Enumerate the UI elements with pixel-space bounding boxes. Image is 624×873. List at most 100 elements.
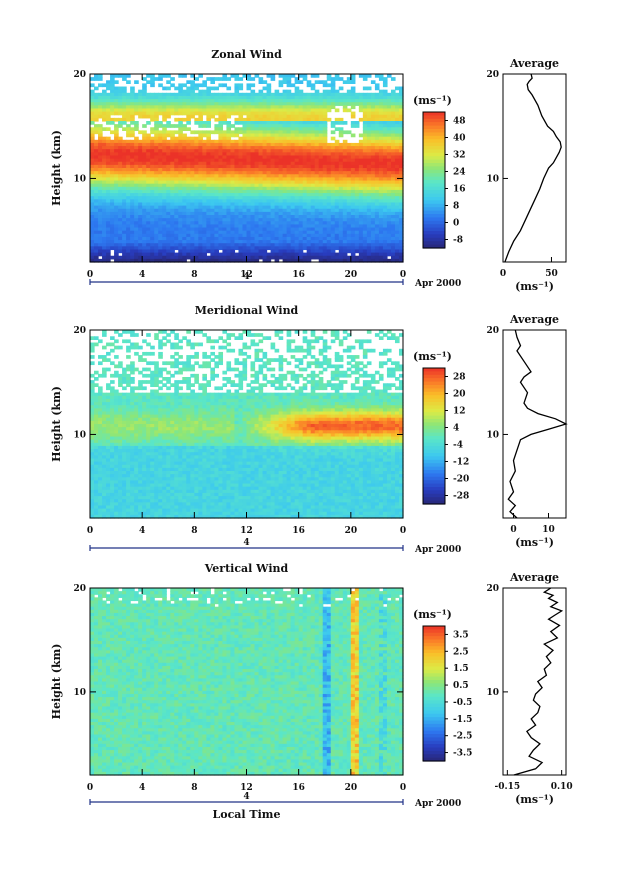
heatmap-cell	[126, 227, 131, 232]
heatmap-cell	[358, 117, 364, 122]
heatmap-cell	[170, 77, 175, 81]
heatmap-cell	[222, 224, 228, 229]
heatmap-cell	[390, 177, 396, 182]
heatmap-cell	[246, 196, 252, 200]
heatmap-cell	[114, 452, 119, 456]
heatmap-cell	[250, 243, 256, 247]
heatmap-cell	[146, 174, 151, 178]
heatmap-cell	[190, 249, 195, 254]
heatmap-cell	[330, 146, 336, 150]
heatmap-cell	[278, 252, 284, 257]
heatmap-cell	[114, 102, 119, 106]
heatmap-cell	[330, 92, 336, 97]
heatmap-cell	[286, 224, 292, 229]
heatmap-cell	[362, 117, 368, 122]
heatmap-cell	[110, 467, 115, 472]
heatmap-cell	[206, 158, 211, 163]
heatmap-cell	[342, 205, 348, 210]
heatmap-cell	[90, 95, 95, 100]
heatmap-cell	[122, 330, 127, 334]
heatmap-cell	[314, 189, 320, 194]
heatmap-cell	[266, 224, 272, 229]
heatmap-cell	[394, 199, 400, 204]
heatmap-cell	[206, 149, 211, 153]
heatmap-cell	[398, 174, 404, 178]
heatmap-cell	[134, 449, 139, 453]
heatmap-cell	[358, 146, 364, 150]
heatmap-cell	[130, 146, 135, 150]
heatmap-cell	[146, 258, 151, 263]
heatmap-cell	[266, 221, 272, 225]
heatmap-cell	[98, 152, 103, 157]
heatmap-cell	[142, 83, 147, 88]
heatmap-cell	[150, 117, 155, 122]
heatmap-cell	[206, 111, 211, 116]
heatmap-cell	[130, 240, 135, 244]
heatmap-cell	[162, 152, 167, 157]
heatmap-cell	[338, 224, 344, 229]
heatmap-cell	[106, 255, 111, 260]
heatmap-cell	[126, 430, 131, 434]
heatmap-cell	[182, 233, 187, 238]
heatmap-cell	[98, 227, 103, 232]
heatmap-cell	[362, 233, 368, 238]
heatmap-cell	[318, 155, 324, 160]
heatmap-cell	[254, 230, 260, 235]
heatmap-cell	[394, 111, 400, 116]
heatmap-cell	[114, 467, 119, 472]
heatmap-cell	[370, 240, 376, 244]
heatmap-cell	[226, 142, 232, 147]
heatmap-cell	[394, 95, 400, 100]
heatmap-cell	[266, 180, 272, 185]
heatmap-cell	[194, 83, 199, 88]
heatmap-cell	[282, 102, 288, 106]
heatmap-cell	[150, 224, 155, 229]
heatmap-cell	[214, 86, 220, 91]
heatmap-cell	[194, 224, 199, 229]
heatmap-cell	[202, 255, 207, 260]
heatmap-cell	[90, 514, 95, 519]
heatmap-cell	[134, 80, 139, 84]
heatmap-cell	[98, 439, 103, 444]
heatmap-cell	[234, 77, 240, 81]
heatmap-cell	[222, 149, 228, 153]
heatmap-cell	[358, 161, 364, 166]
heatmap-cell	[106, 467, 111, 472]
heatmap-cell	[290, 211, 296, 216]
heatmap-cell	[118, 489, 123, 494]
heatmap-cell	[166, 158, 171, 163]
heatmap-cell	[294, 152, 300, 157]
heatmap-cell	[122, 255, 127, 260]
heatmap-cell	[158, 130, 163, 135]
heatmap-cell	[354, 224, 360, 229]
heatmap-cell	[110, 420, 115, 425]
heatmap-cell	[282, 80, 288, 84]
heatmap-cell	[170, 130, 175, 135]
heatmap-cell	[286, 127, 292, 131]
heatmap-cell	[378, 243, 384, 247]
heatmap-cell	[286, 102, 292, 106]
heatmap-cell	[210, 193, 215, 197]
heatmap-cell	[242, 227, 248, 232]
heatmap-cell	[266, 108, 272, 113]
heatmap-cell	[150, 189, 155, 194]
heatmap-cell	[378, 117, 384, 122]
heatmap-cell	[202, 208, 207, 213]
heatmap-cell	[134, 215, 139, 219]
heatmap-cell	[138, 89, 143, 94]
heatmap-cell	[90, 108, 95, 113]
heatmap-cell	[102, 199, 107, 204]
heatmap-cell	[294, 111, 300, 116]
heatmap-cell	[378, 77, 384, 81]
heatmap-cell	[350, 218, 356, 222]
heatmap-cell	[310, 114, 316, 119]
heatmap-cell	[98, 102, 103, 106]
heatmap-cell	[358, 243, 364, 247]
heatmap-cell	[242, 155, 248, 160]
heatmap-cell	[238, 158, 244, 163]
heatmap-cell	[106, 189, 111, 194]
heatmap-cell	[126, 439, 131, 444]
heatmap-cell	[370, 233, 376, 238]
heatmap-cell	[98, 489, 103, 494]
heatmap-cell	[182, 183, 187, 188]
